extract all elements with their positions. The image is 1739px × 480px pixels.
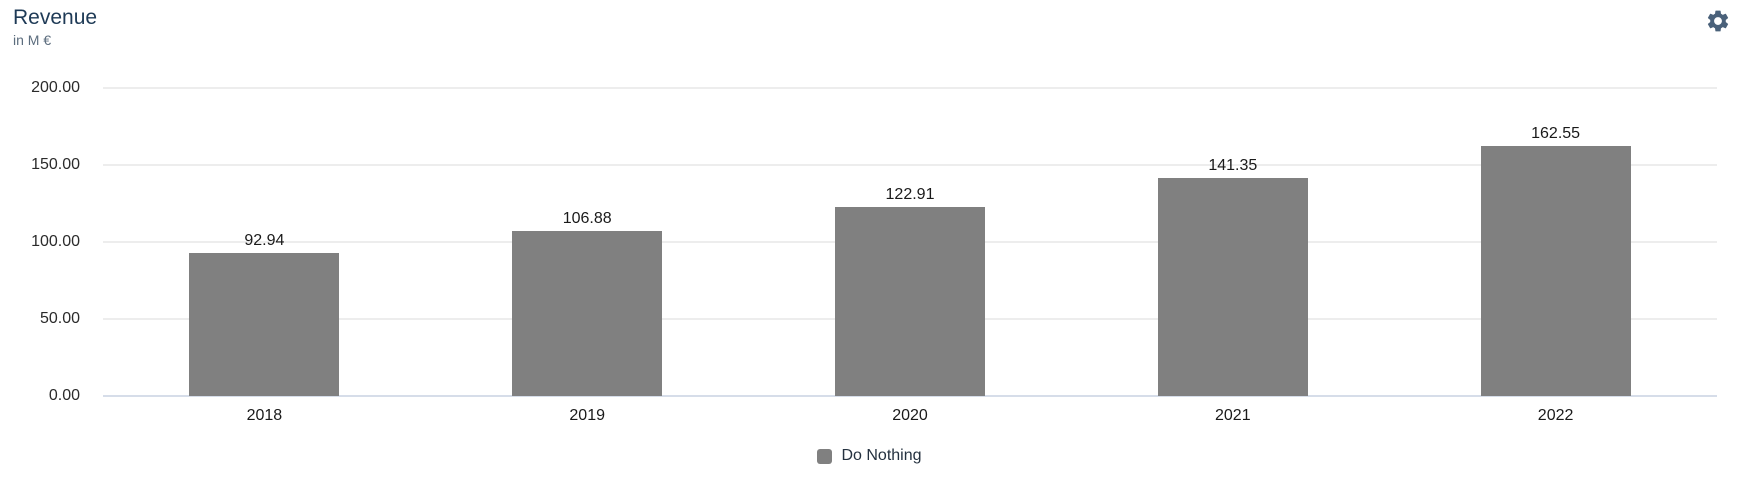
y-tick-label: 200.00: [31, 79, 80, 96]
bar-value-label: 106.88: [562, 210, 612, 228]
y-gridline: [103, 164, 1717, 166]
y-tick-label: 0.00: [48, 387, 80, 404]
y-tick-label: 50.00: [39, 310, 80, 327]
x-axis-baseline: [103, 395, 1717, 397]
x-category-label: 2018: [246, 407, 283, 424]
legend-label: Do Nothing: [841, 447, 922, 464]
x-category-label: 2021: [1215, 407, 1251, 424]
bar-value-label: 141.35: [1208, 157, 1258, 175]
bar[interactable]: [1480, 145, 1631, 396]
bar-value-label: 122.91: [885, 185, 935, 203]
x-category-label: 2022: [1537, 407, 1574, 424]
x-category-label: 2019: [569, 407, 605, 424]
chart-subtitle: in M €: [13, 32, 52, 48]
y-tick-label: 150.00: [31, 156, 80, 173]
bar[interactable]: [189, 252, 340, 396]
legend-swatch: [817, 448, 833, 464]
bar-value-label: 162.55: [1531, 124, 1581, 142]
bar[interactable]: [835, 206, 985, 396]
legend-item[interactable]: Do Nothing: [817, 447, 922, 465]
legend: Do Nothing: [0, 446, 1739, 466]
y-gridline: [103, 87, 1717, 89]
y-tick-label: 100.00: [31, 233, 80, 250]
settings-button[interactable]: [1703, 6, 1733, 36]
bar[interactable]: [512, 231, 663, 396]
gear-icon: [1705, 8, 1731, 34]
bar-value-label: 92.94: [244, 231, 285, 249]
chart-title: Revenue: [13, 6, 98, 29]
bar[interactable]: [1157, 178, 1308, 396]
x-category-label: 2020: [892, 407, 928, 424]
